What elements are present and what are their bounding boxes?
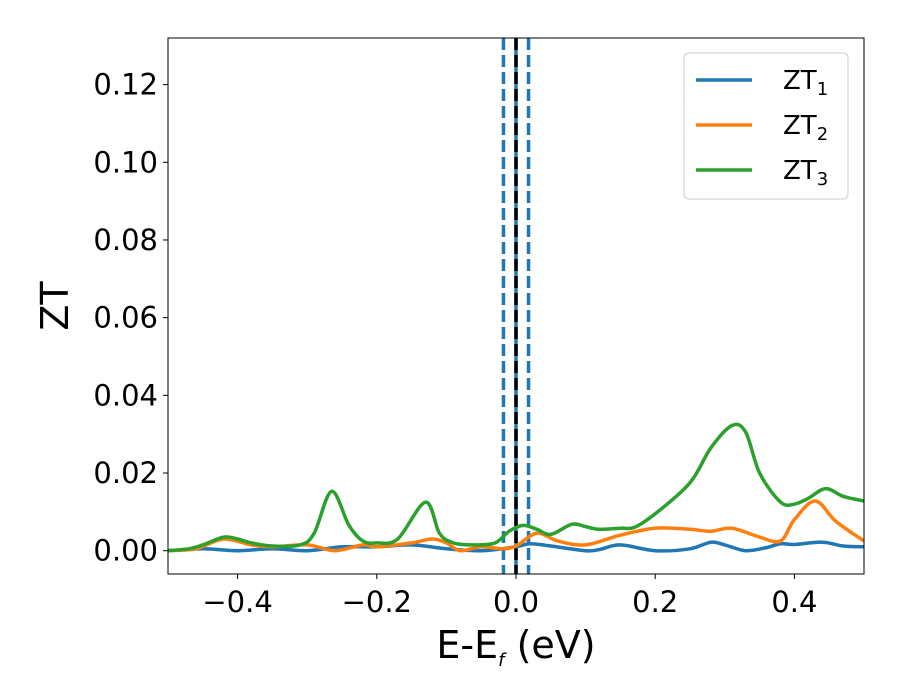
series-line-zt1 — [168, 540, 864, 553]
x-tick-label: 0.2 — [632, 585, 678, 619]
legend-label: ZT3 — [783, 156, 828, 190]
y-axis-label: ZT — [33, 281, 77, 331]
series-line-zt3 — [168, 422, 864, 553]
y-tick-label: 0.08 — [93, 223, 158, 257]
y-tick-label: 0.04 — [93, 378, 158, 412]
y-tick-label: 0.00 — [93, 534, 158, 568]
series-lines — [168, 422, 864, 553]
legend-box — [683, 52, 849, 200]
x-tick-label: 0.0 — [493, 585, 539, 619]
y-tick-label: 0.12 — [93, 68, 158, 102]
x-tick-label: −0.4 — [202, 585, 272, 619]
fermi-level-lines — [501, 38, 531, 574]
legend-label: ZT2 — [783, 111, 828, 145]
y-tick-label: 0.06 — [93, 301, 158, 335]
legend: ZT1 ZT2 ZT3 — [683, 52, 849, 200]
x-tick-label: 0.4 — [771, 585, 817, 619]
y-axis-ticks: 0.00 0.02 0.04 0.06 0.08 0.10 0.12 — [93, 68, 168, 568]
legend-label: ZT1 — [783, 66, 828, 100]
x-axis-label: E-Ef (eV) — [436, 623, 595, 671]
y-tick-label: 0.10 — [93, 145, 158, 179]
x-tick-label: −0.2 — [342, 585, 412, 619]
y-tick-label: 0.02 — [93, 456, 158, 490]
x-axis-ticks: −0.4 −0.2 0.0 0.2 0.4 — [202, 574, 817, 619]
